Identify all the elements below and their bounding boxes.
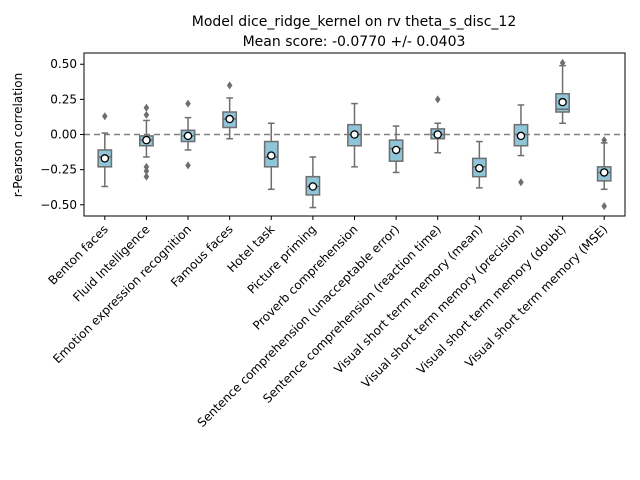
mean-marker xyxy=(475,163,484,173)
x-tick-label: Visual short term memory (doubt) xyxy=(414,222,569,377)
outlier-marker xyxy=(559,58,566,67)
x-tick-label: Fluid Intelligence xyxy=(70,222,152,304)
y-tick-label: −0.25 xyxy=(40,163,77,177)
mean-marker xyxy=(142,135,151,145)
outlier-marker xyxy=(143,172,150,181)
outlier-marker xyxy=(601,136,607,145)
outlier-marker xyxy=(185,99,191,108)
outlier-marker xyxy=(143,167,150,176)
mean-marker xyxy=(100,154,110,163)
outlier-marker xyxy=(601,202,607,211)
chart-title-line1: Model dice_ridge_kernel on rv theta_s_di… xyxy=(192,14,516,30)
outlier-marker xyxy=(143,103,150,112)
mean-marker xyxy=(183,131,193,141)
x-tick-label: Visual short term memory (mean) xyxy=(331,222,485,376)
y-axis-label: r-Pearson correlation xyxy=(11,73,25,197)
mean-marker xyxy=(558,97,567,107)
outlier-marker xyxy=(102,112,108,121)
y-tick-label: 0.25 xyxy=(50,92,77,106)
y-tick-label: 0.50 xyxy=(50,57,77,71)
outlier-marker xyxy=(143,110,150,119)
mean-marker xyxy=(391,145,401,155)
mean-marker xyxy=(308,182,318,191)
outlier-marker xyxy=(226,81,233,90)
mean-marker xyxy=(225,114,234,124)
y-tick-label: 0.00 xyxy=(50,128,77,142)
mean-marker xyxy=(599,168,609,177)
mean-marker xyxy=(350,130,359,139)
outlier-marker xyxy=(434,95,441,104)
mean-marker xyxy=(516,131,526,141)
mean-marker xyxy=(267,151,276,160)
outlier-marker xyxy=(518,178,524,187)
mean-marker xyxy=(433,130,442,139)
y-tick-label: −0.50 xyxy=(40,198,77,212)
chart-title-line2: Mean score: -0.0770 +/- 0.0403 xyxy=(243,34,466,50)
outlier-marker xyxy=(143,162,150,171)
outlier-marker xyxy=(185,161,191,170)
